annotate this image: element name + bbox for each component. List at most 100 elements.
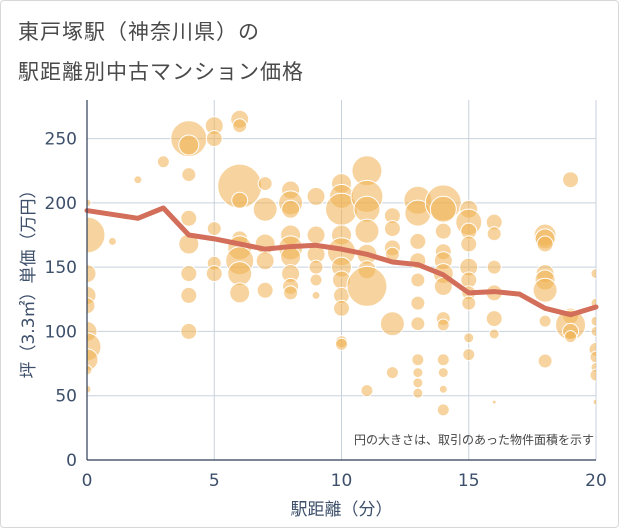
y-tick-label: 50 (55, 387, 77, 407)
chart-title-line2: 駅距離別中古マンション価格 (18, 60, 304, 84)
bubble-point (87, 198, 92, 208)
bubble-point (311, 290, 321, 300)
bubble-point (562, 171, 580, 189)
bubble-point (383, 220, 401, 238)
bubble-point (181, 167, 197, 183)
bubble-point (346, 265, 388, 307)
bubble-point (180, 322, 198, 340)
bubble-point (333, 299, 350, 317)
y-tick-label: 0 (66, 451, 77, 471)
bubble-point (385, 366, 399, 380)
bubble-point (255, 251, 275, 271)
x-axis-label: 駅距離（分） (291, 500, 393, 520)
bubble-point (360, 384, 374, 398)
trend-line-series (84, 205, 599, 318)
bubble-point (436, 403, 450, 417)
bubble-point (306, 225, 326, 245)
bubble-point (461, 295, 477, 311)
bubble-point (410, 272, 426, 288)
bubble-point (486, 226, 502, 242)
bubble-point (178, 134, 200, 156)
bubble-point (412, 377, 424, 389)
bubble-point (335, 337, 348, 351)
bubble-point (564, 330, 578, 344)
bubble-point (485, 310, 503, 328)
bubble-point (589, 350, 596, 364)
x-tick-label: 15 (458, 471, 480, 491)
bubble-point (87, 364, 93, 376)
bubble-point (107, 236, 117, 246)
x-tick-label: 20 (585, 471, 607, 491)
bubble-point (87, 348, 99, 372)
bubble-point (409, 232, 427, 250)
bubble-point (206, 221, 222, 237)
bubble-point (538, 314, 552, 328)
bubble-point (590, 325, 596, 337)
chart-title-line1: 東戸塚駅（神奈川県）の (18, 20, 260, 44)
bubble-point (256, 281, 274, 299)
bubble-point (411, 353, 425, 367)
bubble-point (87, 264, 97, 284)
bubble-point (180, 209, 198, 227)
bubble-point (592, 398, 596, 406)
y-axis-label: 坪（3.3㎡）単価（万円） (19, 181, 39, 378)
bubble-point (589, 368, 596, 382)
bubble-point (537, 353, 553, 369)
bubble-point (227, 261, 253, 287)
y-tick-label: 200 (45, 194, 77, 214)
bubble-point (486, 259, 502, 275)
bubble-point (491, 399, 497, 405)
bubble-point (283, 285, 299, 301)
bubble-point (180, 265, 198, 283)
bubble-point (87, 297, 96, 315)
bubble-point (488, 328, 500, 340)
bubble-point (434, 222, 452, 240)
bubble-point (87, 216, 106, 254)
bubble-point (156, 155, 170, 169)
bubble-point (462, 348, 476, 362)
bubble-point (379, 311, 405, 337)
bubble-point (410, 316, 426, 332)
bubble-point (532, 277, 558, 303)
x-tick-label: 5 (209, 471, 220, 491)
bubble-point (232, 118, 248, 134)
bubble-point (590, 315, 596, 327)
bubble-point (133, 175, 143, 185)
y-tick-label: 150 (45, 258, 77, 278)
bubble-point (590, 268, 596, 280)
bubble-point (87, 384, 92, 394)
bubble-point (309, 273, 323, 287)
bubble-point (231, 191, 249, 209)
bubble-point (353, 195, 381, 223)
bubble-point (308, 259, 324, 275)
bubble-point (463, 332, 475, 344)
bubble-point (306, 186, 326, 206)
bubble-point (229, 282, 251, 304)
bubble-point (429, 195, 457, 223)
bubble-point (281, 199, 301, 219)
bubble-point (257, 176, 273, 192)
bubble-point (412, 387, 424, 399)
x-tick-label: 10 (331, 471, 353, 491)
bubble-point (412, 367, 424, 379)
x-tick-label: 0 (82, 471, 93, 491)
bubble-point (410, 295, 426, 311)
bubble-point (436, 318, 450, 332)
y-tick-label: 250 (45, 130, 77, 150)
bubble-point (436, 353, 450, 367)
average-price-line (84, 205, 599, 318)
bubble-point (536, 235, 554, 253)
bubble-point (437, 367, 449, 379)
bubble-point (438, 384, 448, 394)
bubble-series (87, 109, 596, 417)
bubble-point (252, 196, 278, 222)
bubble-point (205, 130, 223, 148)
bubble-point (280, 246, 302, 268)
size-annotation: 円の大きさは、取引のあった物件面積を示す (354, 432, 594, 447)
bubble-point (180, 286, 198, 304)
bubble-point (205, 265, 223, 283)
y-tick-label: 100 (45, 322, 77, 342)
